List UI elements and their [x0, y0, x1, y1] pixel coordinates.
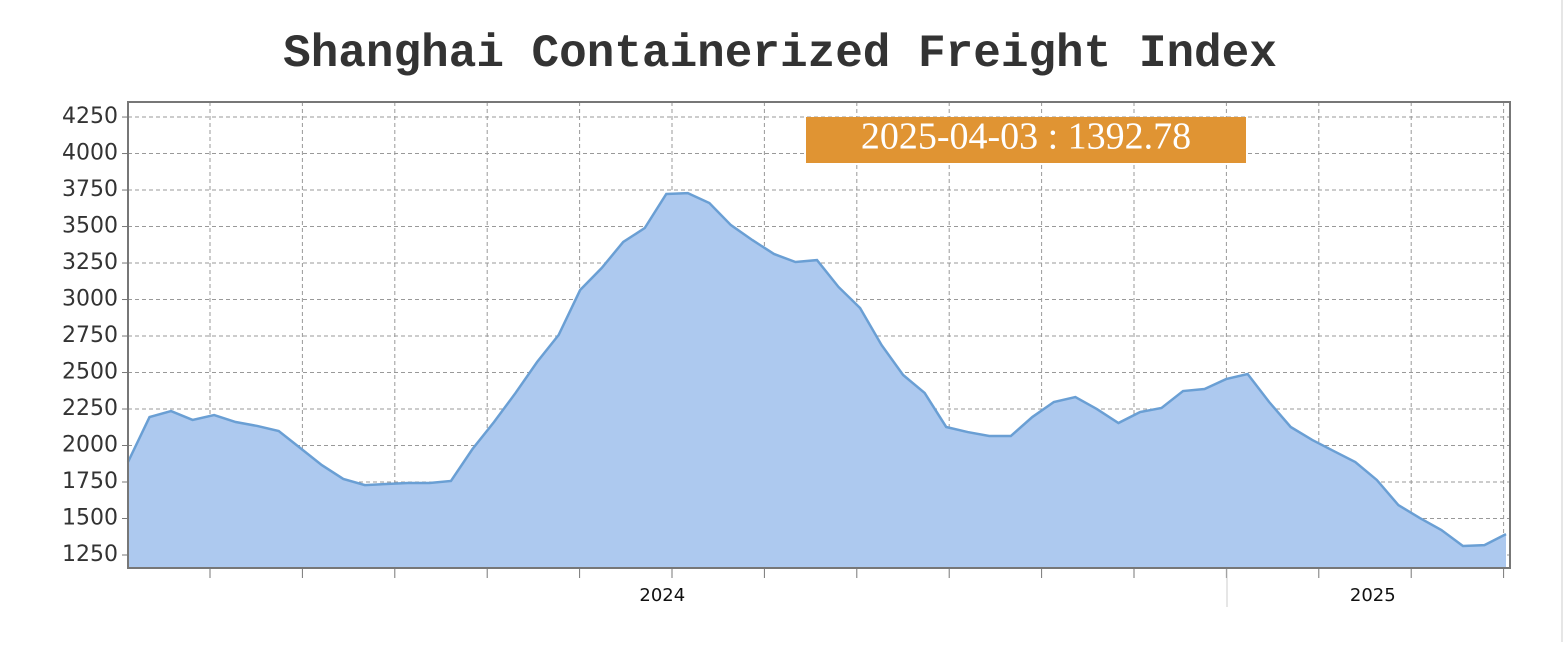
y-tick-label: 2000 [62, 433, 118, 458]
y-tick-label: 3500 [62, 214, 118, 239]
y-tick-label: 3000 [62, 287, 118, 312]
annotation-box [806, 117, 1246, 163]
plot-border [127, 101, 1511, 569]
y-tick-label: 1500 [62, 506, 118, 531]
y-tick-label: 4250 [62, 104, 118, 129]
y-tick-label: 2750 [62, 323, 118, 348]
x-tick-label: 2025 [1350, 585, 1396, 606]
y-tick-label: 2500 [62, 360, 118, 385]
line [126, 191, 1507, 548]
y-tick-label: 3750 [62, 177, 118, 202]
area [128, 193, 1506, 568]
y-tick-label: 3250 [62, 250, 118, 275]
y-tick-label: 1250 [62, 542, 118, 567]
y-tick-label: 4000 [62, 141, 118, 166]
annotation: 2025-04-03 : 1392.78 [861, 116, 1191, 158]
y-tick-label: 1750 [62, 469, 118, 494]
y-tick-label: 2250 [62, 396, 118, 421]
x-tick-label: 2024 [639, 585, 685, 606]
chart-title: Shanghai Containerized Freight Index [283, 28, 1277, 80]
